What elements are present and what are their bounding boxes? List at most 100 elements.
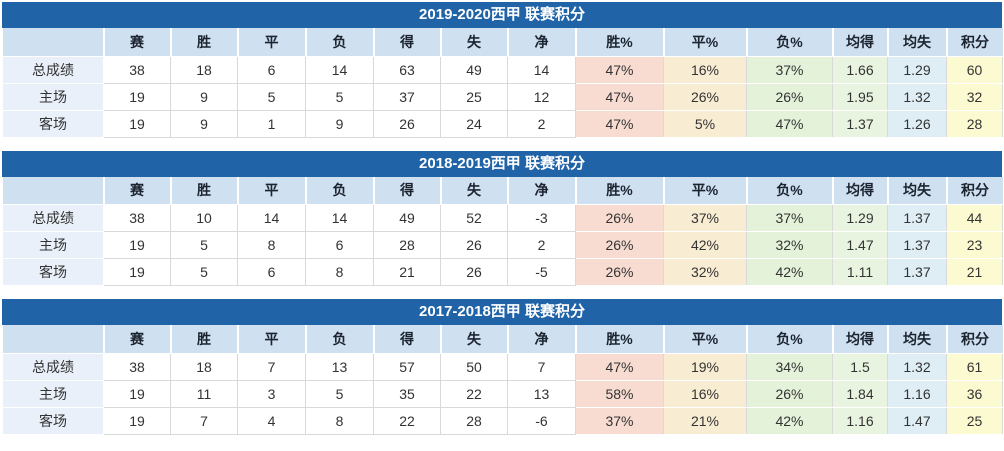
cell-losses: 6 — [305, 231, 374, 259]
cell-matches: 38 — [103, 352, 171, 381]
cell-loss-pct: 37% — [746, 55, 833, 84]
col-header-draws: 平 — [236, 325, 306, 354]
cell-goals-against: 52 — [440, 204, 508, 232]
col-header-goals-for: 得 — [372, 28, 441, 57]
cell-avg-goals-against: 1.32 — [887, 82, 947, 111]
table-row: 总成绩 38 18 7 13 57 50 7 47% 19% 34% 1.5 1.32 61 — [2, 352, 1003, 381]
cell-wins: 9 — [170, 109, 238, 138]
cell-draws: 6 — [237, 258, 306, 286]
cell-points: 21 — [946, 258, 1003, 286]
cell-goal-diff: 13 — [507, 379, 576, 408]
cell-points: 32 — [946, 82, 1003, 111]
col-header-matches: 赛 — [102, 325, 171, 354]
cell-wins: 10 — [170, 204, 238, 232]
stats-table: 赛胜平负得失净胜% 平% 负% 均得 均失 积分 总成绩 38 18 7 13 57 50 7 47% 19%… — [2, 325, 1003, 435]
col-header-avg-goals-for: 均得 — [831, 28, 888, 57]
cell-goals-for: 49 — [373, 204, 441, 232]
col-header-losses: 负 — [304, 325, 374, 354]
col-header-goal-diff: 净 — [506, 325, 576, 354]
col-header-points: 积分 — [945, 325, 1003, 354]
table-row: 客场 19 5 6 8 21 26 -5 26% 32% 42% 1.11 1.37 21 — [2, 258, 1003, 286]
col-header-wins: 胜 — [169, 176, 238, 205]
cell-points: 36 — [946, 379, 1003, 408]
col-header-corner — [2, 325, 104, 354]
cell-wins: 11 — [170, 379, 238, 408]
row-label: 总成绩 — [2, 204, 104, 232]
cell-losses: 14 — [305, 204, 374, 232]
table-row: 总成绩 38 10 14 14 49 52 -3 26% 37% 37% 1.29 1.37 44 — [2, 204, 1003, 232]
cell-draw-pct: 5% — [663, 109, 747, 138]
cell-goal-diff: 12 — [507, 82, 576, 111]
season-table: 2019-2020西甲 联赛积分赛胜平负得失净胜% 平% 负% 均得 均失 积分 总成绩 38… — [2, 2, 1003, 138]
col-header-draw-pct: 平% — [662, 176, 747, 205]
cell-draws: 4 — [237, 406, 306, 435]
season-table: 2018-2019西甲 联赛积分赛胜平负得失净胜% 平% 负% 均得 均失 积分 总成绩 38… — [2, 150, 1003, 286]
cell-points: 25 — [946, 406, 1003, 435]
cell-avg-goals-for: 1.95 — [832, 82, 888, 111]
cell-goals-for: 28 — [373, 231, 441, 259]
cell-matches: 38 — [103, 55, 171, 84]
cell-loss-pct: 26% — [746, 82, 833, 111]
col-header-points: 积分 — [945, 28, 1003, 57]
cell-goals-against: 50 — [440, 352, 508, 381]
cell-win-pct: 26% — [575, 204, 664, 232]
cell-goal-diff: -3 — [507, 204, 576, 232]
cell-avg-goals-against: 1.32 — [887, 352, 947, 381]
cell-win-pct: 26% — [575, 231, 664, 259]
col-header-win-pct: 胜% — [574, 176, 664, 205]
col-header-avg-goals-against: 均失 — [886, 325, 947, 354]
cell-avg-goals-for: 1.37 — [832, 109, 888, 138]
cell-losses: 14 — [305, 55, 374, 84]
cell-win-pct: 47% — [575, 109, 664, 138]
cell-losses: 5 — [305, 379, 374, 408]
col-header-loss-pct: 负% — [745, 28, 833, 57]
cell-goal-diff: -5 — [507, 258, 576, 286]
season-tables-container: 2019-2020西甲 联赛积分赛胜平负得失净胜% 平% 负% 均得 均失 积分 总成绩 38… — [2, 2, 1003, 435]
cell-goals-against: 28 — [440, 406, 508, 435]
cell-goal-diff: -6 — [507, 406, 576, 435]
league-points-page: 2019-2020西甲 联赛积分赛胜平负得失净胜% 平% 负% 均得 均失 积分 总成绩 38… — [2, 2, 1003, 435]
table-row: 主场 19 5 8 6 28 26 2 26% 42% 32% 1.47 1.37 23 — [2, 231, 1003, 259]
cell-goals-against: 26 — [440, 258, 508, 286]
cell-losses: 8 — [305, 258, 374, 286]
cell-wins: 9 — [170, 82, 238, 111]
table-title: 2017-2018西甲 联赛积分 — [2, 299, 1002, 325]
cell-goals-against: 22 — [440, 379, 508, 408]
cell-wins: 5 — [170, 231, 238, 259]
col-header-avg-goals-against: 均失 — [886, 28, 947, 57]
cell-wins: 7 — [170, 406, 238, 435]
col-header-goals-against: 失 — [439, 325, 508, 354]
cell-avg-goals-for: 1.29 — [832, 204, 888, 232]
season-table: 2017-2018西甲 联赛积分赛胜平负得失净胜% 平% 负% 均得 均失 积分 总成绩 38… — [2, 299, 1003, 435]
cell-avg-goals-against: 1.26 — [887, 109, 947, 138]
cell-avg-goals-for: 1.5 — [832, 352, 888, 381]
cell-loss-pct: 34% — [746, 352, 833, 381]
header-row: 赛胜平负得失净胜% 平% 负% 均得 均失 积分 — [2, 28, 1003, 57]
cell-draw-pct: 16% — [663, 55, 747, 84]
col-header-goal-diff: 净 — [506, 176, 576, 205]
cell-matches: 19 — [103, 258, 171, 286]
cell-win-pct: 47% — [575, 55, 664, 84]
col-header-draw-pct: 平% — [662, 325, 747, 354]
cell-points: 28 — [946, 109, 1003, 138]
col-header-goals-for: 得 — [372, 325, 441, 354]
cell-draw-pct: 42% — [663, 231, 747, 259]
cell-losses: 8 — [305, 406, 374, 435]
cell-loss-pct: 26% — [746, 379, 833, 408]
cell-avg-goals-against: 1.47 — [887, 406, 947, 435]
row-label: 总成绩 — [2, 352, 104, 381]
cell-loss-pct: 42% — [746, 406, 833, 435]
cell-goals-against: 26 — [440, 231, 508, 259]
col-header-avg-goals-for: 均得 — [831, 325, 888, 354]
cell-win-pct: 47% — [575, 352, 664, 381]
col-header-corner — [2, 176, 104, 205]
cell-matches: 19 — [103, 406, 171, 435]
row-label: 客场 — [2, 109, 104, 138]
col-header-avg-goals-against: 均失 — [886, 176, 947, 205]
cell-draw-pct: 37% — [663, 204, 747, 232]
cell-goal-diff: 2 — [507, 231, 576, 259]
cell-matches: 19 — [103, 231, 171, 259]
col-header-win-pct: 胜% — [574, 28, 664, 57]
cell-goals-for: 21 — [373, 258, 441, 286]
col-header-losses: 负 — [304, 28, 374, 57]
